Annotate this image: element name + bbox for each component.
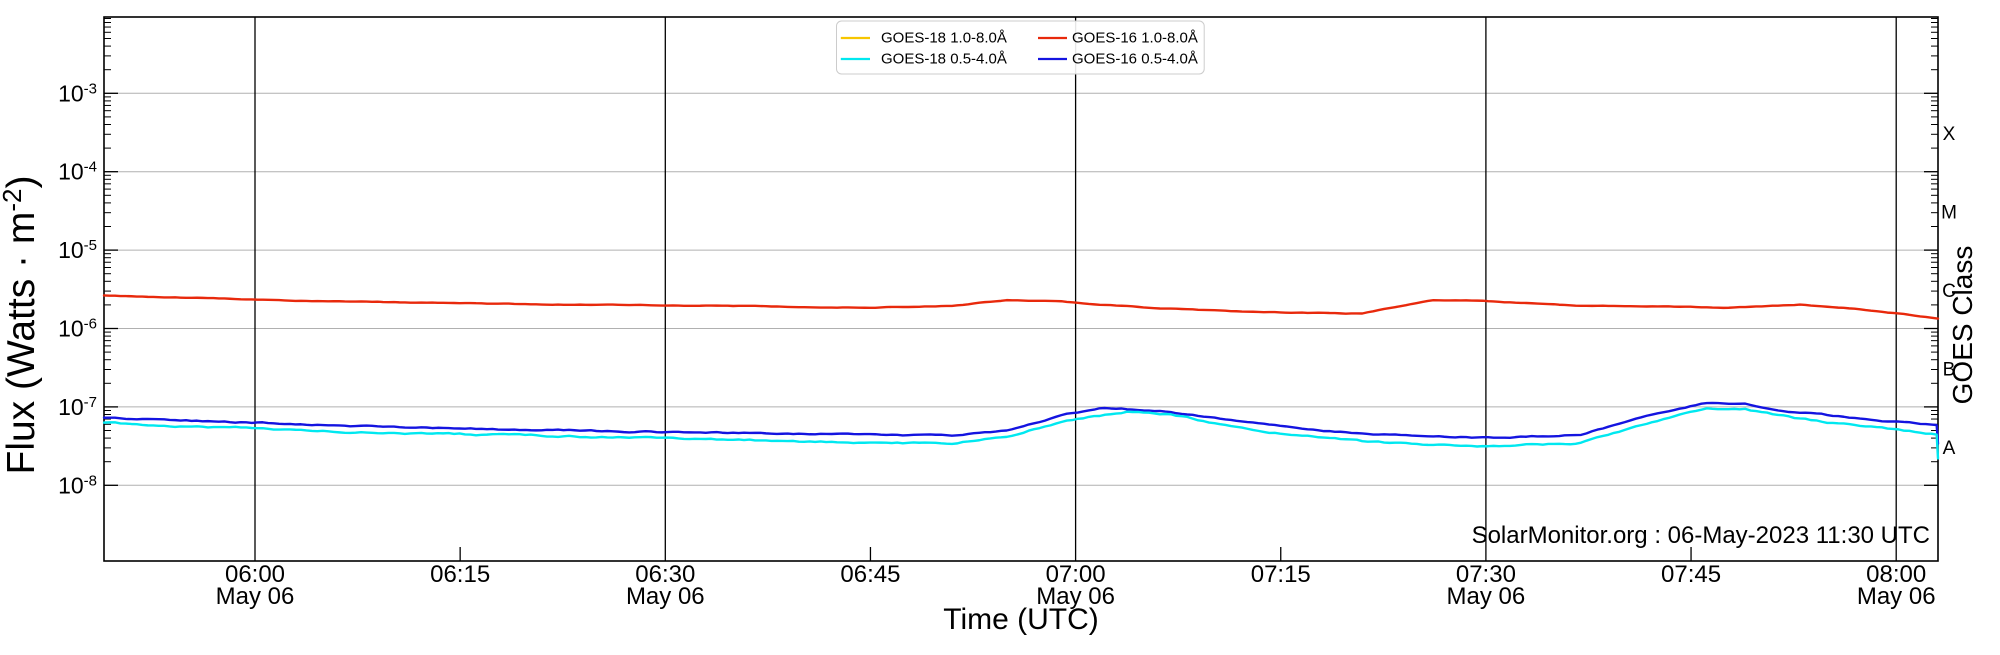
svg-text:May 06: May 06 (626, 583, 705, 610)
svg-text:Time (UTC): Time (UTC) (943, 603, 1099, 636)
svg-text:07:15: 07:15 (1251, 561, 1311, 588)
svg-text:M: M (1941, 203, 1957, 224)
svg-text:May 06: May 06 (1857, 583, 1936, 610)
svg-text:X: X (1943, 124, 1956, 145)
svg-text:GOES-18 0.5-4.0Å: GOES-18 0.5-4.0Å (881, 51, 1007, 68)
svg-text:07:45: 07:45 (1661, 561, 1721, 588)
svg-text:Flux (Watts · m-2): Flux (Watts · m-2) (0, 176, 43, 475)
svg-text:GOES-16 1.0-8.0Å: GOES-16 1.0-8.0Å (1072, 30, 1198, 47)
svg-text:SolarMonitor.org : 06-May-2023: SolarMonitor.org : 06-May-2023 11:30 UTC (1472, 522, 1930, 549)
svg-text:06:45: 06:45 (840, 561, 900, 588)
svg-text:A: A (1943, 438, 1956, 459)
svg-text:GOES-18 1.0-8.0Å: GOES-18 1.0-8.0Å (881, 30, 1007, 47)
svg-text:May 06: May 06 (1447, 583, 1526, 610)
svg-text:06:15: 06:15 (430, 561, 490, 588)
svg-text:GOES-16 0.5-4.0Å: GOES-16 0.5-4.0Å (1072, 51, 1198, 68)
svg-text:GOES Class: GOES Class (1947, 246, 1978, 405)
svg-text:May 06: May 06 (216, 583, 295, 610)
